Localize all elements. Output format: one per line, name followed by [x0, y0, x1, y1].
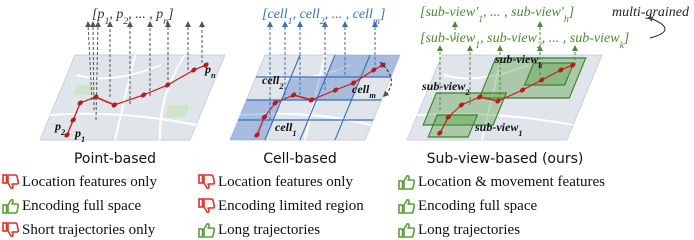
text-part: ] [167, 7, 173, 22]
thumbs-up-icon [399, 224, 414, 237]
icon-hand [204, 199, 214, 212]
text-part: sub-view [474, 120, 519, 134]
subscript: 1 [518, 129, 522, 138]
icon-cuff [3, 205, 7, 213]
text-part: , ... , cell [325, 7, 373, 22]
text-part: , p [109, 7, 123, 22]
header: [sub-view1, sub-view2, ... , sub-viewk] [420, 31, 629, 51]
icon-hand [204, 175, 214, 188]
icon-hand [404, 224, 414, 237]
header: [cell1, cell2, ... , cellm] [262, 7, 385, 27]
header: [p1, p2, ... , pn] [92, 7, 174, 27]
feature-text: Location features only [22, 174, 157, 190]
subscript: 2 [278, 82, 283, 91]
text-part: , ... , sub-view [542, 31, 620, 46]
thumbs-down-icon [3, 223, 18, 236]
subscript: n [211, 71, 216, 80]
thumbs-up-icon [399, 200, 414, 213]
header: [sub-view'1, ... , sub-view'h] [420, 5, 574, 25]
text-part: p [74, 126, 81, 140]
map-point [40, 55, 225, 140]
thumbs-up-icon [399, 176, 414, 189]
feature-text: Encoding limited region [218, 198, 364, 214]
feature-text: Encoding full space [418, 198, 537, 214]
text-part: , ... , sub-view' [483, 5, 565, 20]
icon-cuff [399, 205, 403, 213]
feature-text: Short trajectories only [22, 222, 156, 238]
text-part: p [54, 119, 61, 133]
text-part: [sub-view' [420, 5, 479, 20]
icon-hand [8, 223, 18, 236]
icon-cuff [199, 229, 203, 237]
text-part: sub-view [494, 52, 539, 66]
annotation: multi-grained [612, 5, 690, 20]
text-part: , cell [293, 7, 320, 22]
text-part: p [204, 62, 211, 76]
icon-hand [8, 200, 18, 213]
caption: Point-based [74, 151, 156, 167]
icon-hand [8, 175, 18, 188]
icon-hand [404, 176, 414, 189]
subscript: m [369, 91, 376, 100]
text-part: [p [92, 7, 104, 22]
icon-cuff [3, 175, 7, 183]
icon-cuff [399, 229, 403, 237]
icon-hand [204, 224, 214, 237]
text-part: ] [568, 5, 574, 20]
subscript: 2 [60, 128, 65, 137]
text-part: ] [379, 7, 385, 22]
caption: Cell-based [263, 151, 336, 167]
feature-text: Long trajectories [418, 222, 520, 238]
subscript: m [373, 16, 380, 27]
text-part: ] [623, 31, 629, 46]
subscript: 1 [81, 135, 85, 144]
figure: [p1, p2, ... , pn]p2p1pnPoint-basedLocat… [0, 0, 694, 240]
subscript: 2 [464, 88, 469, 97]
text-part: [cell [262, 7, 288, 22]
icon-cuff [399, 181, 403, 189]
text-part: cell [262, 73, 280, 87]
feature-text: Long trajectories [218, 222, 320, 238]
thumbs-down-icon [3, 175, 18, 188]
text-part: sub-view [421, 79, 466, 93]
text-part: , ... , p [128, 7, 163, 22]
thumbs-up-icon [199, 224, 214, 237]
subscript: 1 [292, 129, 296, 138]
feature-text: Encoding full space [22, 198, 141, 214]
text-part: , sub-view [480, 31, 537, 46]
text-part: cell [352, 82, 370, 96]
caption: Sub-view-based (ours) [427, 151, 584, 167]
icon-hand [404, 200, 414, 213]
icon-cuff [199, 175, 203, 183]
thumbs-down-icon [199, 175, 214, 188]
thumbs-down-icon [199, 199, 214, 212]
thumbs-up-icon [3, 200, 18, 213]
icon-cuff [3, 223, 7, 231]
icon-cuff [199, 199, 203, 207]
feature-text: Location & movement features [418, 174, 605, 190]
text-part: [sub-view [420, 31, 476, 46]
text-part: cell [275, 120, 293, 134]
feature-text: Location features only [218, 174, 353, 190]
